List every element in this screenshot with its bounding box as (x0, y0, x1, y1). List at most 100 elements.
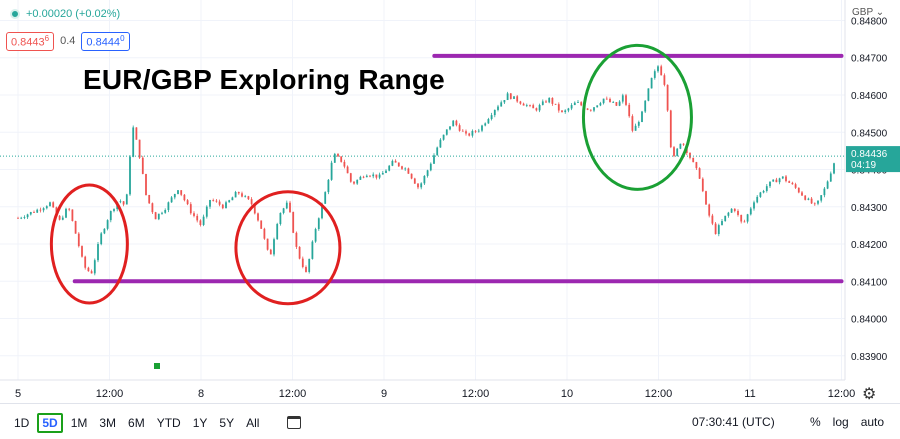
range-button-ytd[interactable]: YTD (156, 415, 181, 430)
candle-body (202, 216, 205, 225)
ask-price-button[interactable]: 0.84440 (81, 32, 130, 51)
candle-body (465, 131, 467, 134)
candle-body (829, 173, 832, 182)
range-button-3m[interactable]: 3M (99, 415, 117, 430)
candle-body (385, 170, 387, 173)
y-tick-label: 0.84700 (851, 54, 888, 65)
range-button-all[interactable]: All (246, 415, 260, 430)
candle-body (423, 175, 426, 184)
candle-body (45, 206, 48, 209)
candle-body (148, 195, 151, 204)
candle-body (263, 228, 266, 239)
candle-body (717, 225, 720, 235)
candle-body (417, 183, 419, 188)
range-button-6m[interactable]: 6M (128, 415, 145, 430)
candle-body (535, 108, 538, 111)
candle-body (375, 174, 378, 178)
candle-body (138, 139, 141, 158)
candle-body (721, 221, 723, 226)
utc-clock[interactable]: 07:30:41 (UTC) (692, 415, 775, 429)
candle-body (698, 168, 701, 179)
candle-body (826, 181, 829, 189)
candle-body (109, 211, 112, 221)
candle-body (330, 162, 333, 180)
candle-body (708, 204, 711, 216)
chart-title: EUR/GBP Exploring Range (83, 64, 445, 95)
x-tick-label: 5 (15, 388, 21, 400)
candle-body (317, 218, 320, 230)
candle-body (369, 175, 371, 177)
candle-body (756, 196, 759, 203)
toggle-percent[interactable]: % (810, 415, 821, 429)
x-tick-label: 12:00 (828, 388, 856, 400)
candle-body (743, 221, 746, 223)
candle-body (810, 198, 813, 204)
candle-body (660, 66, 663, 76)
highlight-ellipse (49, 183, 129, 305)
y-tick-label: 0.84200 (851, 240, 888, 251)
candle-body (525, 105, 528, 106)
spread-value: 0.4 (60, 35, 76, 48)
candle-body (631, 116, 634, 131)
candle-body (282, 208, 285, 213)
toggle-log[interactable]: log (832, 415, 849, 429)
candle-body (343, 161, 346, 167)
candle-body (724, 215, 727, 222)
candle-body (689, 152, 691, 158)
candle-body (273, 239, 275, 255)
currency-selector[interactable]: GBP ⌄ (852, 7, 885, 18)
candle-body (513, 96, 515, 99)
candle-body (356, 179, 359, 184)
range-button-5y[interactable]: 5Y (219, 415, 235, 430)
candle-body (266, 238, 269, 250)
candle-body (103, 228, 106, 234)
candle-body (695, 162, 698, 169)
candle-body (346, 166, 349, 174)
toggle-auto[interactable]: auto (860, 415, 885, 429)
candle-body (231, 197, 234, 201)
candle-body (401, 166, 403, 169)
y-tick-label: 0.84000 (851, 315, 888, 326)
candle-body (516, 96, 519, 102)
x-tick-label: 12:00 (279, 388, 307, 400)
last-price-label: 0.84436 (851, 149, 888, 160)
candle-body (548, 97, 551, 103)
candle-body (391, 160, 394, 166)
range-button-5d[interactable]: 5D (37, 412, 63, 433)
candle-body (279, 212, 282, 225)
calendar-icon[interactable] (287, 416, 302, 429)
candle-body (397, 162, 400, 167)
price-chart[interactable]: 0.848000.847000.846000.845000.844000.843… (0, 0, 900, 405)
bid-price-button[interactable]: 0.84436 (6, 32, 55, 51)
candle-body (493, 109, 496, 116)
candle-body (621, 95, 624, 102)
candle-body (381, 172, 384, 175)
candle-body (199, 220, 202, 225)
candle-body (388, 165, 391, 171)
candle-body (221, 204, 224, 209)
candle-body (436, 147, 439, 156)
candle-body (157, 213, 160, 220)
candle-body (141, 157, 144, 174)
range-button-1d[interactable]: 1D (14, 415, 30, 430)
y-tick-label: 0.83900 (851, 352, 888, 363)
candle-body (637, 122, 640, 126)
candle-body (807, 198, 810, 200)
range-button-1y[interactable]: 1Y (192, 415, 208, 430)
candle-body (65, 208, 67, 218)
range-button-1m[interactable]: 1M (70, 415, 88, 430)
candle-body (100, 233, 103, 245)
divider (0, 403, 900, 404)
candle-body (77, 233, 80, 247)
candle-body (650, 77, 653, 89)
candle-body (676, 148, 679, 156)
candle-body (551, 97, 554, 104)
candle-body (257, 213, 259, 221)
candle-body (657, 66, 659, 72)
gear-icon[interactable]: ⚙ (862, 386, 877, 403)
candle-body (545, 101, 547, 103)
candle-body (218, 201, 221, 205)
candle-body (647, 88, 650, 101)
candle-body (618, 101, 621, 106)
market-open-dot (10, 9, 20, 19)
